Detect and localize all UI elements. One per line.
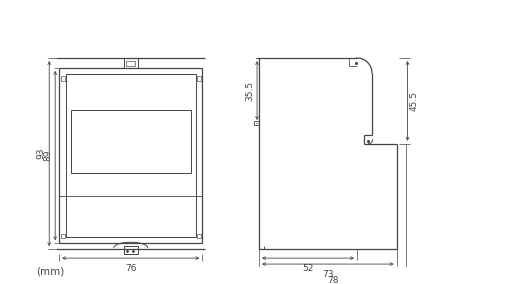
Text: 45.5: 45.5 bbox=[410, 91, 419, 111]
Text: 93: 93 bbox=[37, 148, 46, 159]
Text: 73: 73 bbox=[322, 270, 333, 279]
Text: 89: 89 bbox=[44, 150, 53, 161]
Text: 35.5: 35.5 bbox=[245, 80, 254, 101]
Text: 52: 52 bbox=[303, 264, 314, 273]
Text: (mm): (mm) bbox=[37, 267, 65, 277]
Text: 76: 76 bbox=[125, 264, 137, 273]
Text: 78: 78 bbox=[327, 276, 338, 284]
